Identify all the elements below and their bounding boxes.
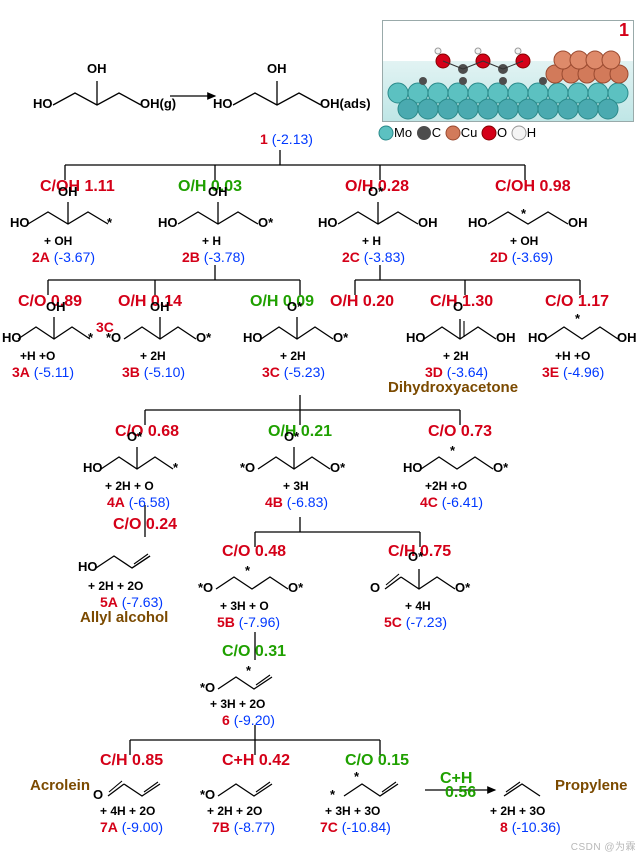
ads-tag: (ads) <box>340 96 371 111</box>
mol-6 <box>212 663 307 695</box>
mol-7C <box>338 770 418 802</box>
mol-7B <box>212 770 297 802</box>
name-dha: Dihydroxyacetone <box>388 380 518 397</box>
name-propylene: Propylene <box>555 778 628 795</box>
name-allyl: Allyl alcohol <box>80 610 168 627</box>
mol-7A <box>100 770 185 802</box>
node1-id: 1 <box>260 131 268 147</box>
gas-tag: (g) <box>160 96 177 111</box>
mol-5A <box>90 542 185 574</box>
node1-E: (-2.13) <box>272 131 313 147</box>
watermark: CSDN @为霖 <box>571 838 636 853</box>
reaction-diagram: 1 Mo C Cu O H <box>0 0 642 855</box>
name-acrolein: Acrolein <box>30 778 90 795</box>
mol-4A <box>95 443 195 475</box>
